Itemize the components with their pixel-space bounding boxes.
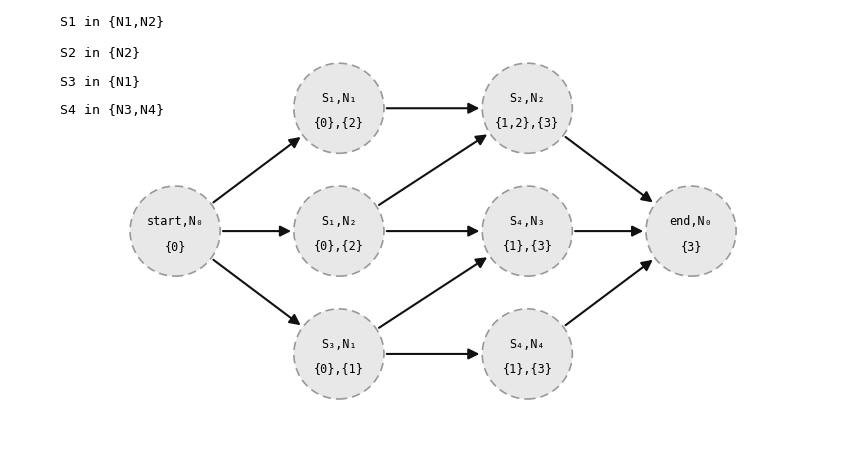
Text: S₁,N₂: S₁,N₂: [321, 214, 357, 228]
Text: S₄,N₄: S₄,N₄: [510, 337, 545, 350]
Text: {0},{2}: {0},{2}: [314, 240, 364, 253]
Text: S₂,N₂: S₂,N₂: [510, 92, 545, 105]
Circle shape: [482, 187, 572, 277]
Text: S2 in {N2}: S2 in {N2}: [60, 46, 140, 58]
Text: {0},{1}: {0},{1}: [314, 362, 364, 375]
Text: S₁,N₁: S₁,N₁: [321, 92, 357, 105]
Text: S₃,N₁: S₃,N₁: [321, 337, 357, 350]
Circle shape: [294, 187, 384, 277]
Text: {1},{3}: {1},{3}: [502, 240, 553, 253]
Text: start,N₀: start,N₀: [147, 214, 203, 228]
Text: {1,2},{3}: {1,2},{3}: [495, 117, 559, 130]
Circle shape: [294, 309, 384, 399]
Text: {0}: {0}: [165, 240, 186, 253]
Circle shape: [482, 309, 572, 399]
Text: {3}: {3}: [680, 240, 702, 253]
Text: {1},{3}: {1},{3}: [502, 362, 553, 375]
Text: S₄,N₃: S₄,N₃: [510, 214, 545, 228]
Circle shape: [482, 64, 572, 154]
Circle shape: [646, 187, 736, 277]
Text: end,N₀: end,N₀: [670, 214, 712, 228]
Text: {0},{2}: {0},{2}: [314, 117, 364, 130]
Circle shape: [130, 187, 221, 277]
Text: S3 in {N1}: S3 in {N1}: [60, 75, 140, 88]
Text: S1 in {N1,N2}: S1 in {N1,N2}: [60, 16, 164, 29]
Text: S4 in {N3,N4}: S4 in {N3,N4}: [60, 104, 164, 117]
Circle shape: [294, 64, 384, 154]
